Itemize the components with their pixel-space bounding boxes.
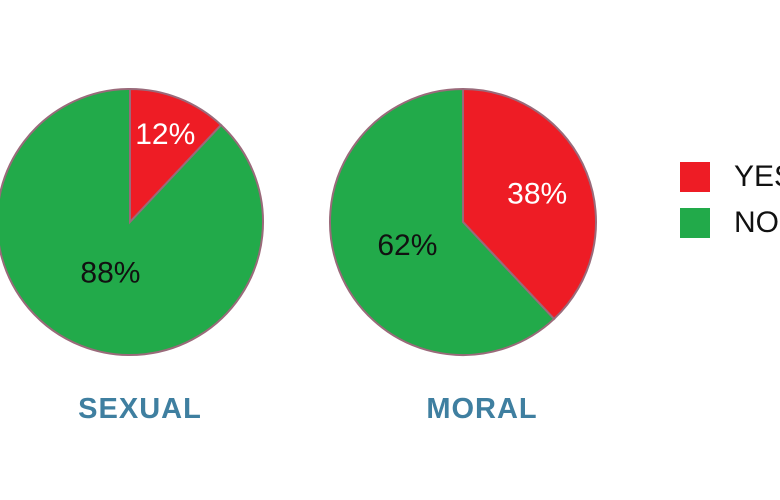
- chart-title: MORAL: [426, 393, 537, 425]
- legend-entry-no: NO: [680, 206, 780, 240]
- pie-slice-no: [0, 87, 264, 356]
- pie-chart-moral: 38% 62% MORAL: [329, 87, 597, 425]
- pie-slice-yes: [462, 87, 597, 321]
- legend-label-yes: YES: [734, 160, 780, 193]
- data-label-no: 62%: [377, 229, 437, 262]
- legend-swatch-yes: [680, 162, 710, 192]
- chart-title: SEXUAL: [78, 393, 202, 425]
- pie-chart-sexual: 12% 88% SEXUAL: [0, 87, 264, 425]
- data-label-no: 88%: [80, 256, 140, 289]
- legend-label-no: NO: [734, 206, 779, 239]
- data-label-yes: 38%: [507, 178, 567, 211]
- legend-swatch-no: [680, 208, 710, 238]
- data-label-yes: 12%: [135, 118, 195, 151]
- legend: YES NO: [680, 160, 780, 240]
- pie-slice-no: [329, 87, 556, 356]
- pie-slice-yes: [129, 87, 223, 225]
- legend-entry-yes: YES: [680, 160, 780, 194]
